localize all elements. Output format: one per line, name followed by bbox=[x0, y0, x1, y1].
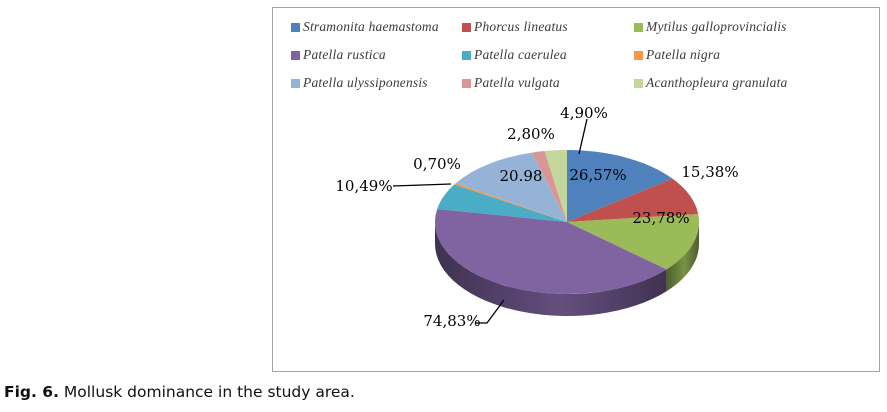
legend-label: Patella caerulea bbox=[474, 47, 567, 62]
legend-swatch-icon bbox=[634, 22, 643, 32]
pie-chart-svg: 26,57% 15,38% 23,78% 74,83% 10,49% 0,70%… bbox=[335, 104, 738, 330]
pie-3d bbox=[434, 150, 699, 317]
legend-item-0: Stramonita haemastoma bbox=[291, 19, 462, 35]
pie-slice bbox=[532, 151, 567, 222]
data-label-mytilus-galloprovincialis: 23,78% bbox=[632, 209, 689, 227]
pie-slice bbox=[434, 208, 667, 295]
legend-item-4: Patella caerulea bbox=[462, 47, 634, 63]
data-label-patella-vulgata: 2,80% bbox=[507, 125, 555, 143]
figure-caption: Fig. 6. Mollusk dominance in the study a… bbox=[4, 383, 355, 401]
pie-slice bbox=[567, 178, 699, 222]
leader-line-patella-caerulea bbox=[392, 183, 452, 187]
data-label-stramonita-haemastoma: 26,57% bbox=[569, 166, 626, 184]
legend-item-8: Acanthopleura granulata bbox=[634, 75, 866, 91]
pie-slice bbox=[435, 222, 667, 317]
legend-label: Patella ulyssiponensis bbox=[303, 75, 428, 90]
pie-slice bbox=[567, 150, 673, 222]
legend-item-6: Patella ulyssiponensis bbox=[291, 75, 462, 91]
legend-item-2: Mytilus galloprovincialis bbox=[634, 19, 866, 35]
pie-slice bbox=[437, 184, 567, 222]
pie-slice bbox=[666, 222, 699, 292]
legend-swatch-icon bbox=[462, 50, 471, 60]
legend-label: Acanthopleura granulata bbox=[646, 75, 788, 90]
legend-swatch-icon bbox=[291, 22, 300, 32]
leader-line-patella-rustica bbox=[476, 299, 505, 324]
data-label-patella-caerulea: 10,49% bbox=[335, 177, 392, 195]
legend-item-7: Patella vulgata bbox=[462, 75, 634, 91]
figure-caption-text: Mollusk dominance in the study area. bbox=[58, 383, 355, 401]
leader-line-acanthopleura bbox=[578, 118, 588, 155]
legend-label: Patella rustica bbox=[303, 47, 386, 62]
legend-label: Patella nigra bbox=[646, 47, 721, 62]
legend-swatch-icon bbox=[291, 78, 300, 88]
figure-caption-label: Fig. 6. bbox=[4, 383, 59, 401]
data-label-patella-nigra: 0,70% bbox=[413, 155, 461, 173]
data-label-phorcus-lineatus: 15,38% bbox=[681, 163, 738, 181]
legend-label: Phorcus lineatus bbox=[474, 19, 568, 34]
legend-label: Stramonita haemastoma bbox=[303, 19, 439, 34]
legend-item-3: Patella rustica bbox=[291, 47, 462, 63]
legend-swatch-icon bbox=[462, 22, 471, 32]
legend-swatch-icon bbox=[462, 78, 471, 88]
pie-slice bbox=[456, 152, 567, 222]
legend-swatch-icon bbox=[634, 50, 643, 60]
data-label-patella-ulyssiponensis: 20.98 bbox=[500, 167, 543, 185]
chart-legend: Stramonita haemastoma Phorcus lineatus Myt… bbox=[291, 13, 866, 97]
data-label-patella-rustica: 74,83% bbox=[423, 312, 480, 330]
legend-item-1: Phorcus lineatus bbox=[462, 19, 634, 35]
legend-label: Mytilus galloprovincialis bbox=[646, 19, 787, 34]
legend-swatch-icon bbox=[634, 78, 643, 88]
legend-swatch-icon bbox=[291, 50, 300, 60]
legend-label: Patella vulgata bbox=[474, 75, 560, 90]
pie-slice bbox=[544, 150, 567, 222]
data-label-acanthopleura-granulata: 4,90% bbox=[560, 104, 608, 122]
pie-slice bbox=[454, 183, 567, 222]
chart-panel: Stramonita haemastoma Phorcus lineatus Myt… bbox=[272, 7, 880, 372]
legend-item-5: Patella nigra bbox=[634, 47, 866, 63]
pie-slice bbox=[567, 214, 699, 270]
